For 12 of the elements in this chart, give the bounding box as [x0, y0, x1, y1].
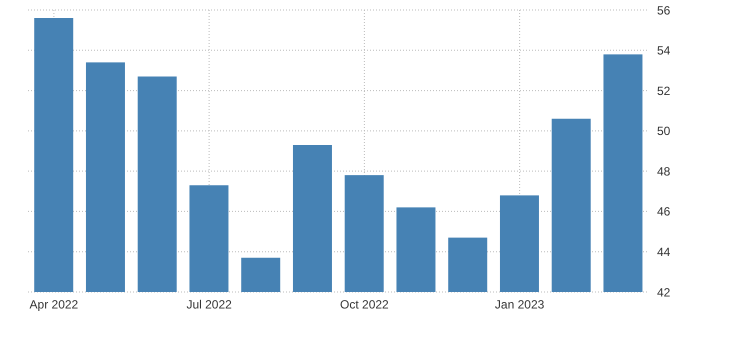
y-tick-label: 56	[657, 3, 671, 18]
x-tick-label: Jan 2023	[494, 298, 545, 312]
y-tick-label: 48	[657, 164, 671, 178]
y-tick-label: 44	[657, 244, 671, 259]
y-tick-label: 42	[657, 285, 671, 300]
y-tick-label: 52	[657, 84, 671, 98]
y-tick-label: 50	[657, 124, 671, 138]
x-tick-label: Apr 2022	[30, 298, 79, 312]
y-tick-label: 46	[657, 204, 671, 219]
x-tick-label: Jul 2022	[186, 298, 232, 312]
x-tick-label: Oct 2022	[340, 298, 390, 312]
y-tick-label: 54	[657, 44, 671, 58]
